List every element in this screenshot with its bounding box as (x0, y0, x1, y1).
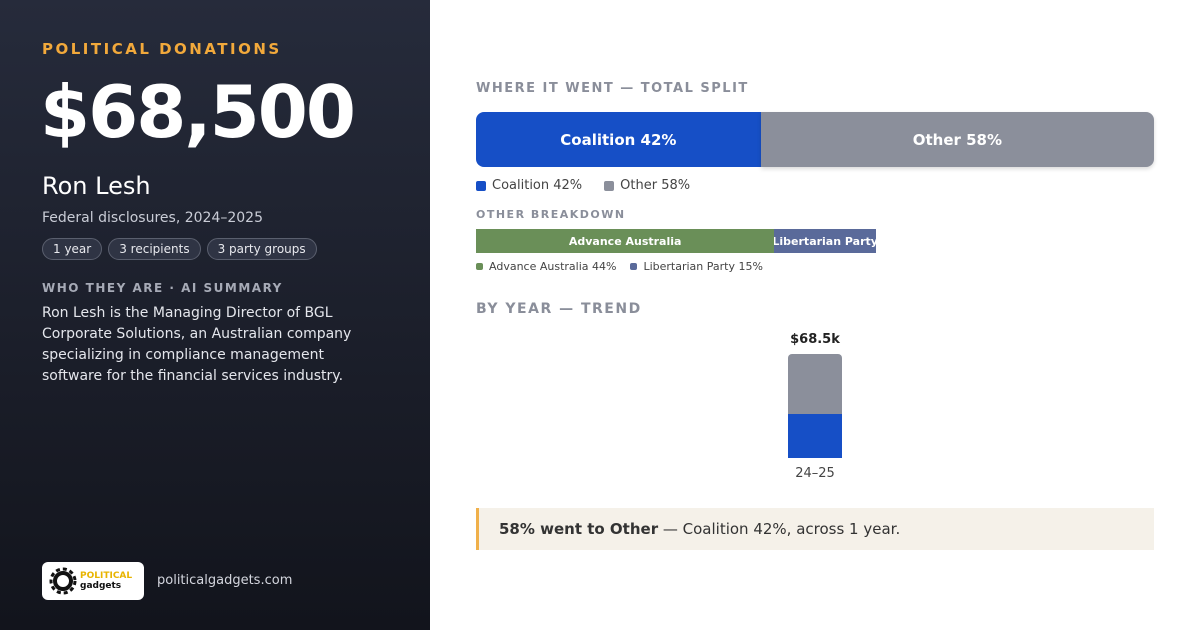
amount: $68,500 (40, 70, 356, 154)
x-tick-label: 24–25 (795, 466, 835, 481)
eyebrow: POLITICAL DONATIONS (42, 40, 282, 58)
segment-label: Coalition 42% (560, 130, 677, 149)
logo-icon (49, 567, 77, 595)
callout-text: — Coalition 42%, across 1 year. (658, 520, 901, 538)
legend-swatch (476, 263, 483, 270)
bar-segment (788, 414, 842, 458)
segment-label: Libertarian Party (774, 234, 876, 248)
logo: POLITICAL gadgets (42, 562, 144, 600)
total-label: $68.5k (790, 332, 840, 347)
pill: 1 year (42, 238, 103, 260)
segment-label: Other 58% (912, 130, 1003, 149)
site-link[interactable]: politicalgadgets.com (157, 573, 293, 588)
callout: 58% went to Other — Coalition 42%, acros… (476, 508, 1154, 550)
pills: 1 year 3 recipients 3 party groups (42, 238, 317, 260)
legend-label: Libertarian Party 15% (643, 260, 763, 273)
bar-segment (788, 354, 842, 415)
legend-label: Advance Australia 44% (489, 260, 617, 273)
subtitle: Federal disclosures, 2024–2025 (42, 210, 263, 226)
chart-title: WHERE IT WENT — TOTAL SPLIT (476, 81, 749, 96)
callout-bold: 58% went to Other (499, 520, 659, 538)
pill: 3 party groups (206, 238, 317, 260)
bar-segment: Libertarian Party (774, 229, 876, 253)
left-panel: POLITICAL DONATIONS $68,500 Ron Lesh Fed… (0, 0, 430, 630)
logo-text: POLITICAL (80, 571, 133, 581)
legend-swatch (630, 263, 638, 270)
bar-segment: Coalition 42% (476, 112, 761, 167)
legend-swatch (604, 180, 615, 191)
legend-entry: Advance Australia 44% (476, 260, 616, 273)
chart-title: BY YEAR — TREND (476, 301, 642, 317)
legend-swatch (476, 180, 486, 191)
legend-entry: Libertarian Party 15% (630, 260, 763, 273)
logo-text: gadgets (80, 581, 122, 591)
pill: 3 recipients (108, 238, 201, 260)
donor-name: Ron Lesh (42, 172, 151, 200)
legend-label: Other 58% (620, 178, 691, 193)
section-title: WHO THEY ARE · AI SUMMARY (42, 281, 283, 295)
bar-segment: Other 58% (760, 112, 1154, 167)
legend-entry: Other 58% (604, 178, 690, 193)
legend-entry: Coalition 42% (476, 178, 582, 193)
legend-label: Coalition 42% (492, 178, 583, 193)
segment-label: Advance Australia (568, 234, 682, 248)
bar-segment: Advance Australia (476, 229, 775, 253)
chart-title: OTHER BREAKDOWN (476, 208, 626, 221)
summary: Ron Lesh is the Managing Director of BGL… (42, 305, 352, 384)
